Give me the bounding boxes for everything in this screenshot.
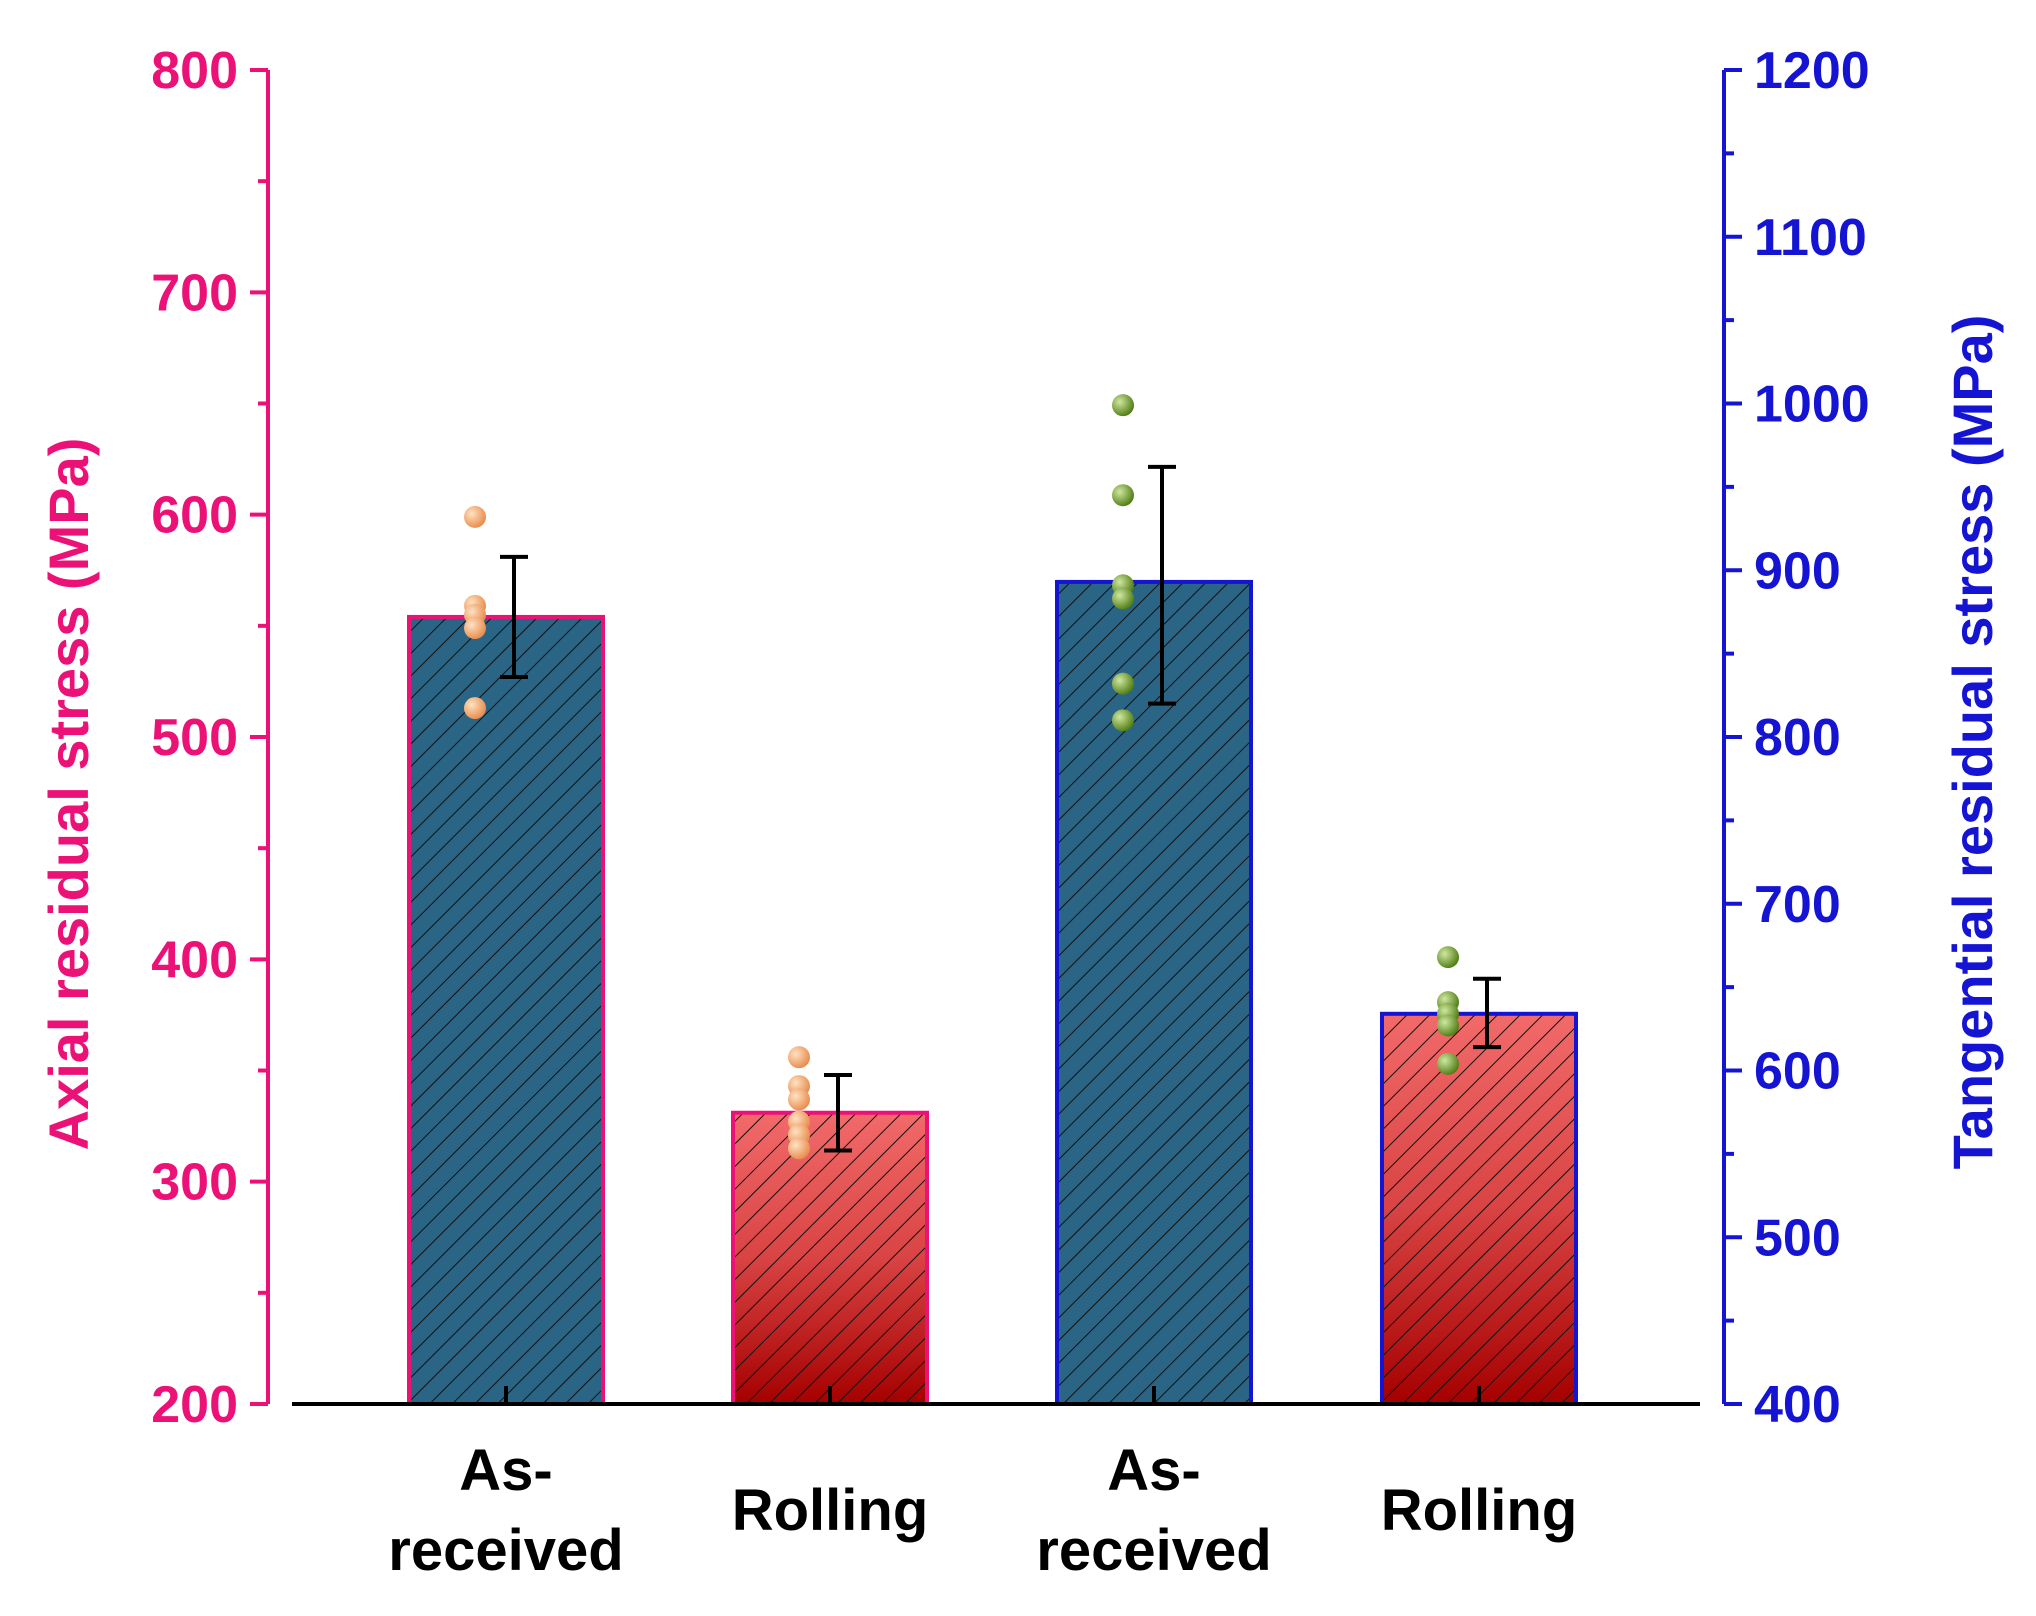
right-axis-title: Tangential residual stress (MPa)	[1941, 315, 2004, 1170]
bar-hatch-1	[409, 616, 603, 1404]
data-point-2-1	[788, 1046, 810, 1069]
left-tick-label: 200	[151, 1376, 238, 1434]
left-tick-label: 600	[151, 487, 238, 545]
data-point-4-5	[1437, 1052, 1459, 1075]
left-tick-label: 300	[151, 1154, 238, 1212]
x-category-label-line: received	[388, 1518, 623, 1583]
right-tick-label: 600	[1754, 1043, 1841, 1101]
data-point-3-5	[1112, 672, 1134, 695]
x-category-label: As-received	[1036, 1438, 1271, 1583]
bar-hatch-2	[733, 1112, 927, 1404]
data-point-4-1	[1437, 946, 1459, 969]
right-tick-label: 400	[1754, 1376, 1841, 1434]
right-tick-label: 1100	[1754, 209, 1867, 267]
bar-hatch-3	[1057, 581, 1251, 1404]
x-category-label: Rolling	[1381, 1478, 1578, 1543]
x-category-label-line: Rolling	[1381, 1478, 1578, 1543]
left-tick-label: 700	[151, 264, 238, 322]
right-tick-label: 700	[1754, 876, 1841, 934]
x-category-label-line: As-	[459, 1438, 552, 1503]
right-tick-label: 1000	[1754, 376, 1870, 434]
bar-hatch-4	[1382, 1013, 1576, 1404]
data-point-1-4	[464, 617, 486, 640]
data-point-3-1	[1112, 394, 1134, 417]
x-category-label: Rolling	[732, 1478, 929, 1543]
data-point-2-6	[788, 1137, 810, 1160]
data-point-1-5	[464, 697, 486, 720]
left-tick-label: 400	[151, 931, 238, 989]
x-category-label-line: received	[1036, 1518, 1271, 1583]
right-tick-label: 500	[1754, 1209, 1841, 1267]
data-point-1-1	[464, 505, 486, 528]
right-tick-label: 900	[1754, 542, 1841, 600]
data-point-3-6	[1112, 709, 1134, 732]
left-axis-title: Axial residual stress (MPa)	[37, 438, 100, 1151]
data-point-4-4	[1437, 1014, 1459, 1037]
x-category-label: As-received	[388, 1438, 623, 1583]
bars-layer	[407, 394, 1578, 1406]
x-category-label-line: As-	[1107, 1438, 1200, 1503]
axes-layer: 200 300 400 500 600 700 800 400 500 600 700 800 900 1…	[151, 42, 1869, 1583]
right-tick-label: 800	[1754, 709, 1841, 767]
right-tick-label: 1200	[1754, 42, 1870, 100]
x-category-label-line: Rolling	[732, 1478, 929, 1543]
data-point-3-4	[1112, 587, 1134, 610]
data-point-3-2	[1112, 484, 1134, 507]
left-tick-label: 500	[151, 709, 238, 767]
data-point-2-3	[788, 1088, 810, 1111]
left-tick-label: 800	[151, 42, 238, 100]
